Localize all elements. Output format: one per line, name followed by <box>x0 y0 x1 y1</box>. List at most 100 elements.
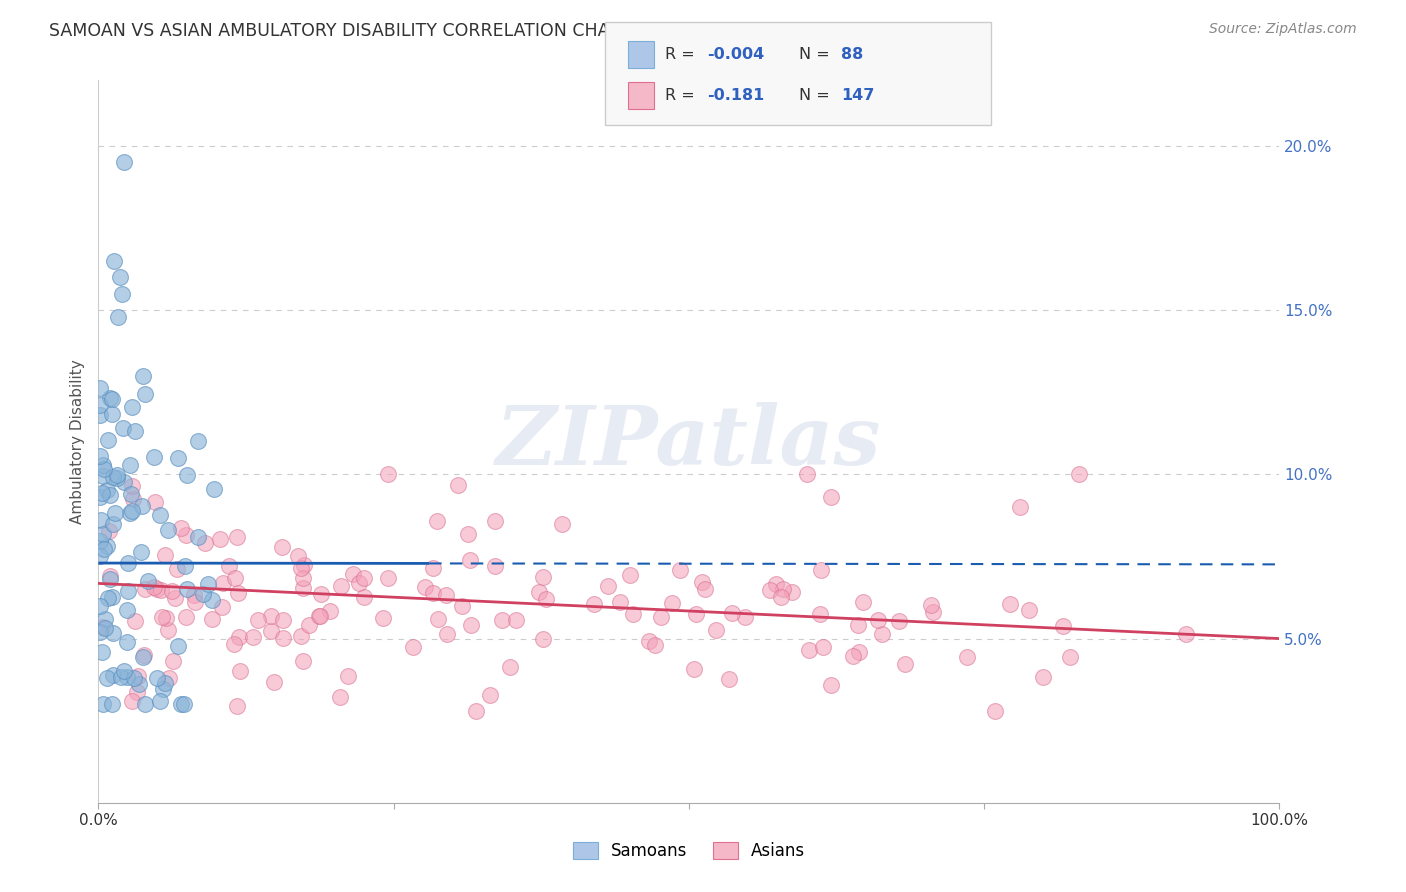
Point <box>93 612 115 626</box>
Point <box>638 634 661 648</box>
Point <box>115 670 138 684</box>
Point <box>149 582 172 597</box>
Point <box>105 471 128 485</box>
Legend: Samoans, Asians: Samoans, Asians <box>567 835 811 867</box>
Point <box>101 698 124 712</box>
Point <box>183 588 205 602</box>
Point <box>89 381 111 395</box>
Text: -0.181: -0.181 <box>707 87 765 103</box>
Point <box>120 487 142 501</box>
Point <box>330 579 353 593</box>
Point <box>229 665 252 679</box>
Point <box>97 524 120 539</box>
Point <box>690 574 713 589</box>
Point <box>107 310 129 324</box>
Point <box>436 626 458 640</box>
Point <box>842 648 865 663</box>
Point <box>98 391 121 405</box>
Point <box>149 694 172 708</box>
Point <box>89 599 111 613</box>
Point <box>292 571 315 585</box>
Point <box>111 421 134 435</box>
Point <box>852 594 875 608</box>
Point <box>157 523 180 537</box>
Point <box>146 671 169 685</box>
Point <box>291 581 314 595</box>
Point <box>413 580 436 594</box>
Point <box>184 595 207 609</box>
Point <box>765 577 787 591</box>
Point <box>194 536 217 550</box>
Point <box>609 595 631 609</box>
Point <box>582 597 605 611</box>
Text: R =: R = <box>665 87 700 103</box>
Point <box>247 613 270 627</box>
Point <box>111 286 134 301</box>
Point <box>104 507 127 521</box>
Point <box>661 597 683 611</box>
Point <box>117 556 139 570</box>
Point <box>271 631 294 645</box>
Point <box>336 669 359 683</box>
Point <box>115 603 138 617</box>
Point <box>1059 650 1081 665</box>
Point <box>447 477 470 491</box>
Point <box>292 654 315 668</box>
Point <box>349 576 371 591</box>
Point <box>136 574 159 588</box>
Point <box>226 586 249 600</box>
Point <box>90 620 112 634</box>
Point <box>124 425 146 439</box>
Point <box>287 549 309 564</box>
Point <box>894 657 917 671</box>
Point <box>125 685 148 699</box>
Point <box>531 632 554 646</box>
Point <box>89 534 111 549</box>
Point <box>460 618 482 632</box>
Point <box>1052 619 1074 633</box>
Point <box>101 668 124 682</box>
Point <box>846 618 869 632</box>
Point <box>1018 603 1040 617</box>
Point <box>887 614 910 628</box>
Point <box>150 609 173 624</box>
Point <box>143 495 166 509</box>
Point <box>93 542 115 557</box>
Point <box>458 553 481 567</box>
Point <box>534 592 557 607</box>
Point <box>224 571 246 585</box>
Point <box>848 645 870 659</box>
Point <box>112 665 135 679</box>
Point <box>717 672 740 686</box>
Point <box>103 625 125 640</box>
Point <box>422 561 444 575</box>
Point <box>650 610 672 624</box>
Point <box>810 563 832 577</box>
Point <box>457 527 479 541</box>
Point <box>218 559 240 574</box>
Text: SAMOAN VS ASIAN AMBULATORY DISABILITY CORRELATION CHART: SAMOAN VS ASIAN AMBULATORY DISABILITY CO… <box>49 22 631 40</box>
Point <box>100 488 122 502</box>
Point <box>131 499 153 513</box>
Point <box>176 582 198 597</box>
Point <box>121 504 143 518</box>
Point <box>128 677 150 691</box>
Point <box>260 609 283 624</box>
Point <box>228 630 250 644</box>
Point <box>201 593 224 607</box>
Point <box>422 586 444 600</box>
Point <box>100 392 122 407</box>
Point <box>342 566 364 581</box>
Point <box>132 650 155 665</box>
Point <box>309 608 332 623</box>
Point <box>142 450 165 465</box>
Point <box>499 660 522 674</box>
Text: N =: N = <box>799 46 835 62</box>
Point <box>484 559 506 574</box>
Point <box>695 582 717 596</box>
Point <box>176 468 198 483</box>
Point <box>96 540 118 554</box>
Point <box>131 545 153 559</box>
Point <box>402 640 425 655</box>
Point <box>97 434 120 448</box>
